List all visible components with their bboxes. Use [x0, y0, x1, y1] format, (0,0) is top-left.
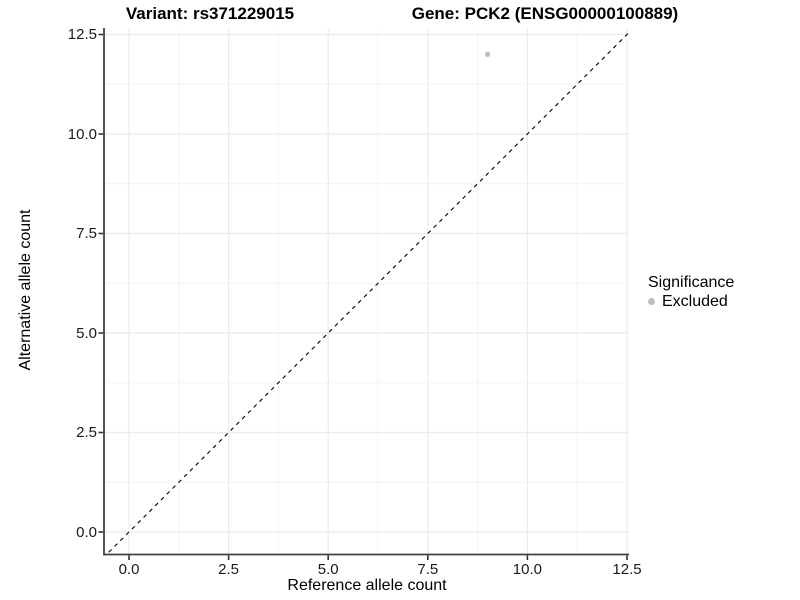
y-tick-label: 2.5 [76, 424, 97, 441]
y-axis-title: Alternative allele count [17, 209, 34, 371]
axis-lines [103, 28, 629, 556]
y-tick-label: 7.5 [76, 225, 97, 242]
y-tick-label: 0.0 [76, 523, 97, 541]
identity-line-path [105, 31, 629, 555]
y-tick-label: 12.5 [67, 26, 97, 43]
legend: Significance Excluded [648, 273, 734, 311]
x-tick-label: 2.5 [218, 561, 240, 578]
legend-entries: Excluded [648, 292, 734, 311]
data-points [484, 51, 491, 58]
x-tick-label: 10.0 [512, 561, 542, 578]
x-tick-label: 7.5 [417, 561, 439, 578]
legend-key-dot-icon [648, 298, 655, 305]
y-tick-label: 10.0 [67, 125, 97, 143]
legend-entry: Excluded [648, 292, 734, 311]
x-tick-label: 5.0 [317, 561, 339, 578]
y-tick-label: 5.0 [76, 324, 97, 342]
plot-title-gene: Gene: PCK2 (ENSG00000100889) [411, 4, 679, 23]
x-tick-label: 0.0 [118, 561, 140, 578]
gridlines-major [105, 28, 629, 555]
x-tick-label: 12.5 [612, 561, 642, 578]
legend-title: Significance [648, 274, 735, 291]
x-axis-title: Reference allele count [287, 577, 447, 594]
identity-line [105, 31, 629, 555]
tick-marks [98, 33, 628, 560]
gridlines-minor [105, 28, 629, 555]
legend-entry-label: Excluded [662, 293, 728, 310]
plot-title-variant: Variant: rs371229015 [125, 4, 295, 23]
scatter-point [484, 51, 491, 58]
